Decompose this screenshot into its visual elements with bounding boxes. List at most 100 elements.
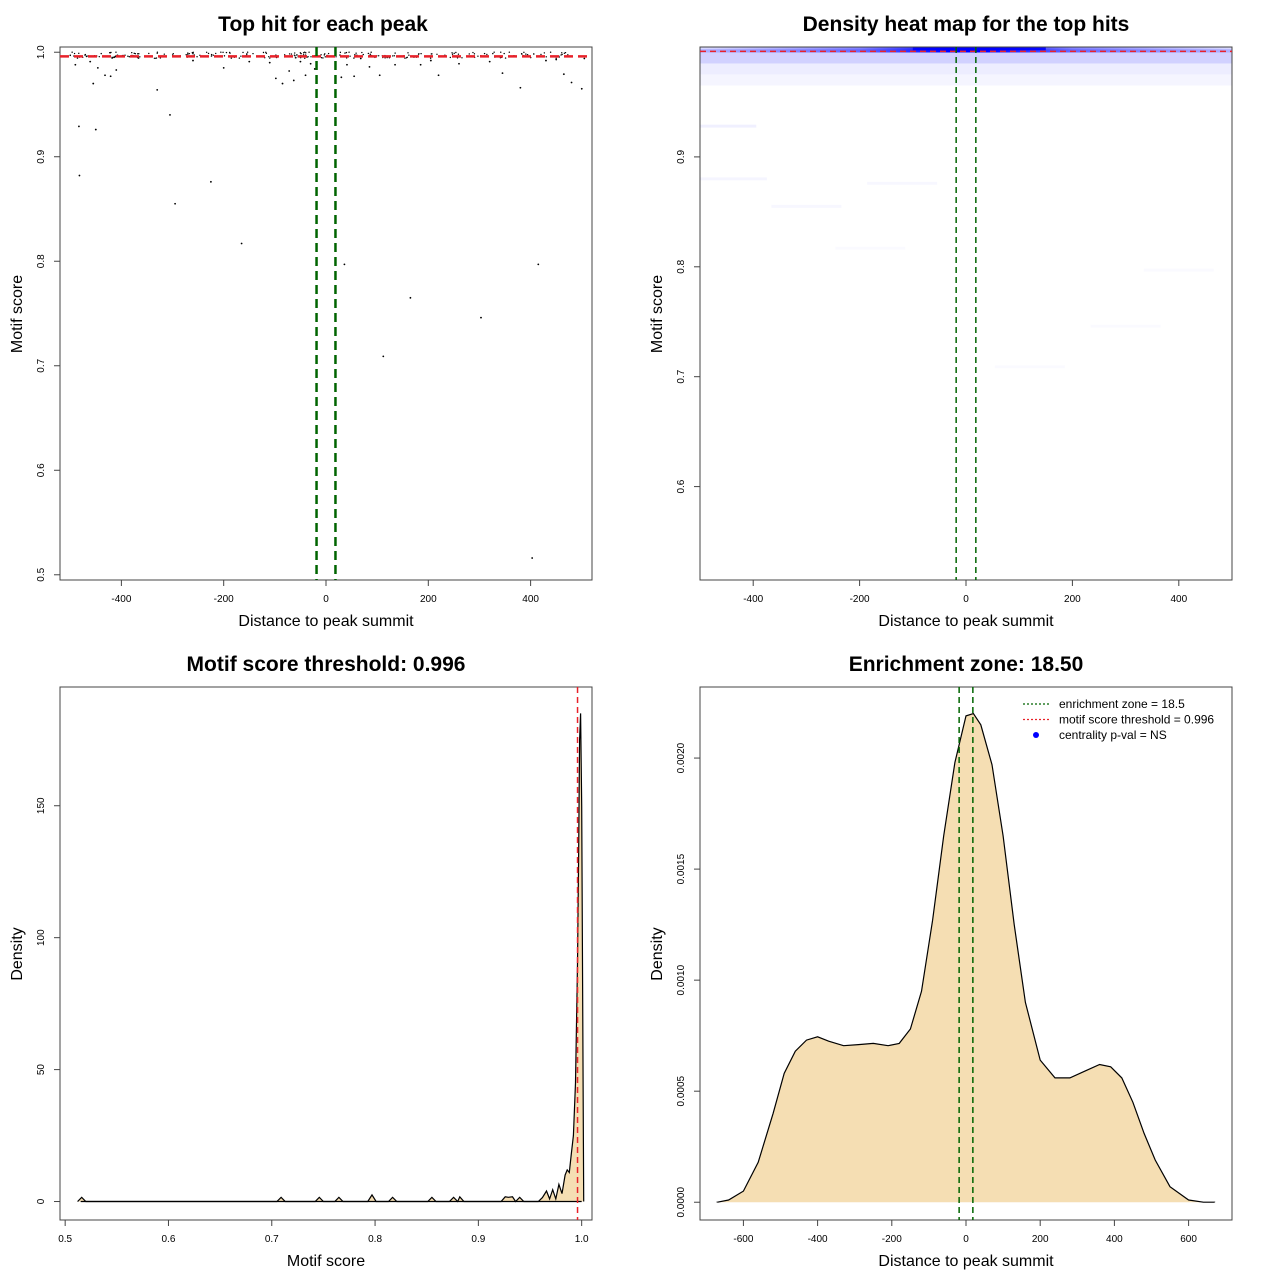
scatter-point-dense [418, 53, 420, 55]
scatter-point-dense [84, 54, 86, 56]
scatter-point-dense [304, 51, 306, 53]
scatter-point [281, 82, 284, 85]
panel-score-density-title: Motif score threshold: 0.996 [187, 653, 466, 676]
scatter-point-dense [483, 52, 486, 55]
scatter-point-dense [526, 54, 529, 56]
panel-score-density-frame [59, 686, 593, 1221]
scatter-point-dense [71, 51, 73, 53]
scatter-point [74, 63, 77, 66]
scatter-point-dense [560, 54, 562, 56]
panel-enrichment-x-tick-label: 0 [963, 1234, 969, 1245]
heatmap-hotspot [912, 47, 1046, 51]
scatter-point-dense [457, 53, 460, 55]
panel-scatter-y-tick-label: 0.7 [36, 358, 47, 372]
scatter-point [274, 77, 277, 80]
panel-enrichment-y-tick-label: 0.0000 [676, 1187, 687, 1218]
scatter-point [340, 76, 343, 79]
scatter-point [292, 79, 295, 82]
scatter-point-dense [156, 51, 159, 53]
scatter-point-dense [187, 52, 189, 54]
scatter-point-dense [127, 55, 129, 57]
scatter-point-dense [269, 57, 271, 59]
scatter-point-dense [493, 51, 495, 53]
scatter-point-dense [220, 51, 222, 53]
scatter-point [222, 67, 225, 69]
scatter-point-dense [323, 54, 325, 56]
scatter-point [268, 61, 271, 64]
panel-scatter-x-tick-label: 200 [420, 594, 437, 605]
panel-score-density-x-tick-label: 0.9 [471, 1234, 485, 1245]
panel-scatter-xlabel: Distance to peak summit [238, 613, 414, 630]
scatter-point-dense [111, 56, 113, 59]
scatter-point-dense [110, 51, 112, 54]
scatter-point [115, 69, 118, 71]
scatter-point-dense [207, 52, 210, 55]
scatter-point-dense [549, 51, 552, 53]
scatter-point [368, 65, 371, 68]
scatter-point-dense [153, 57, 156, 59]
scatter-point-dense [78, 52, 80, 55]
heatmap-band [700, 63, 1232, 75]
scatter-point-dense [210, 55, 213, 57]
panel-heatmap-x-tick-label: -200 [850, 594, 870, 605]
panel-score-density-x-tick-label: 0.8 [368, 1234, 382, 1245]
panel-score-density: Motif score threshold: 0.996 Motif score… [9, 653, 593, 1270]
scatter-point-dense [294, 55, 296, 57]
scatter-point-dense [225, 51, 228, 54]
legend-label: motif score threshold = 0.996 [1059, 713, 1214, 727]
scatter-point-dense [504, 57, 507, 59]
scatter-point-dense [242, 51, 244, 54]
scatter-point-dense [561, 53, 563, 56]
panel-scatter-y-tick-label: 0.9 [36, 149, 47, 163]
scatter-point-dense [305, 52, 307, 54]
scatter-point-dense [420, 52, 422, 55]
panel-enrichment-x-tick-label: -600 [733, 1234, 753, 1245]
scatter-point-dense [555, 57, 557, 59]
scatter-point-dense [348, 51, 350, 53]
scatter-point [488, 60, 491, 63]
scatter-point-dense [299, 52, 302, 54]
density-area [77, 713, 584, 1202]
scatter-point-dense [230, 57, 233, 59]
panel-enrichment-y-tick-label: 0.0015 [676, 853, 687, 884]
scatter-point-dense [521, 53, 523, 55]
scatter-point-dense [354, 54, 356, 56]
scatter-point-dense [215, 52, 217, 55]
scatter-point-dense [545, 56, 547, 58]
scatter-point-dense [223, 55, 226, 57]
scatter-point-dense [473, 53, 476, 55]
scatter-point-dense [320, 57, 323, 59]
panel-scatter: Top hit for each peak Distance to peak s… [9, 13, 593, 630]
scatter-point-dense [163, 53, 166, 55]
panel-score-density-y-tick-label: 0 [36, 1198, 47, 1204]
scatter-point [174, 202, 176, 205]
scatter-point [313, 68, 316, 70]
panel-heatmap-x-tick-label: 0 [963, 594, 969, 605]
panel-scatter-x-tick-label: 400 [522, 594, 539, 605]
scatter-point [429, 59, 432, 62]
panel-heatmap-frame [699, 46, 1233, 581]
panel-scatter-y-tick-label: 0.6 [36, 463, 47, 477]
heatmap-band [700, 74, 1232, 86]
scatter-point-dense [472, 51, 474, 54]
scatter-point-dense [355, 52, 357, 54]
heatmap-cell [700, 124, 757, 128]
heatmap-cells [700, 47, 1232, 208]
panel-heatmap-title: Density heat map for the top hits [803, 13, 1130, 36]
scatter-point-dense [172, 53, 174, 55]
scatter-point-dense [205, 51, 208, 53]
scatter-point-dense [308, 51, 310, 53]
scatter-point-dense [525, 53, 527, 55]
scatter-point-dense [335, 56, 337, 58]
legend-label: enrichment zone = 18.5 [1059, 697, 1185, 711]
scatter-point-dense [500, 51, 502, 53]
scatter-point [580, 87, 583, 90]
scatter-point-dense [307, 56, 309, 58]
scatter-point-dense [156, 52, 158, 54]
scatter-point-dense [302, 52, 305, 54]
panel-scatter-ylabel: Motif score [9, 275, 26, 353]
scatter-point-dense [393, 55, 396, 57]
scatter-point-dense [367, 52, 370, 55]
heatmap-cell [771, 205, 841, 208]
scatter-point-dense [212, 54, 214, 56]
